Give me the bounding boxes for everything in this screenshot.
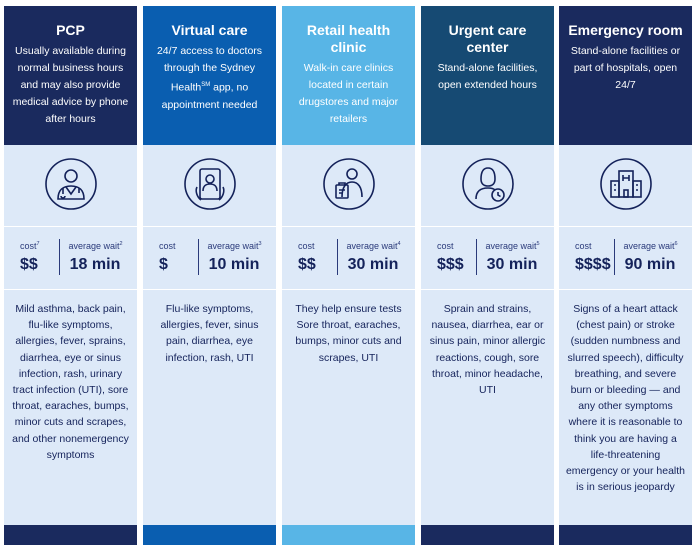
- cost-value: $$$$: [575, 256, 611, 273]
- column-footer: [421, 525, 554, 545]
- tablet-doctor-icon: [183, 157, 237, 211]
- cost-label: cost: [298, 241, 315, 251]
- cost-label: cost: [575, 241, 592, 251]
- column-virtual-care: Virtual care 24/7 access to doctors thro…: [143, 6, 276, 545]
- divider: [143, 289, 276, 290]
- column-footer: [4, 525, 137, 545]
- column-emergency-room: Emergency room Stand-alone facilities or…: [559, 6, 692, 545]
- column-retail-clinic: Retail health clinic Walk-in care clinic…: [282, 6, 415, 545]
- column-body: cost7 $$ average wait2 18 min Mild asthm…: [4, 145, 137, 525]
- divider: [421, 289, 554, 290]
- wait-value: 30 min: [347, 256, 399, 273]
- conditions-text: Flu-like symptoms, allergies, fever, sin…: [160, 303, 259, 364]
- column-urgent-care: Urgent care center Stand-alone facilitie…: [421, 6, 554, 545]
- column-description: Walk-in care clinics located in certain …: [298, 62, 399, 125]
- conditions-text: Sprain and strains, nausea, diarrhea, ea…: [429, 303, 546, 397]
- wait-value: 30 min: [486, 256, 538, 273]
- separator-line: [198, 239, 199, 275]
- column-footer: [282, 525, 415, 545]
- divider: [282, 226, 415, 227]
- column-footer: [143, 525, 276, 545]
- column-body: cost $$ average wait4 30 min They help e…: [282, 145, 415, 525]
- cost-label: cost: [437, 241, 454, 251]
- column-body: cost $$$$ average wait6 90 min Signs of …: [559, 145, 692, 525]
- column-title: PCP: [56, 22, 85, 38]
- divider: [143, 226, 276, 227]
- separator-line: [59, 239, 60, 275]
- cost-value: $: [159, 256, 168, 273]
- column-header: Emergency room Stand-alone facilities or…: [559, 6, 692, 145]
- divider: [282, 289, 415, 290]
- column-description: Stand-alone facilities or part of hospit…: [570, 45, 681, 91]
- wait-label: average wait3: [207, 241, 262, 251]
- column-pcp: PCP Usually available during normal busi…: [4, 6, 137, 545]
- cost-value: $$: [298, 256, 316, 273]
- conditions-text: Signs of a heart attack (chest pain) or …: [565, 303, 686, 494]
- column-header: Urgent care center Stand-alone facilitie…: [421, 6, 554, 145]
- column-title: Emergency room: [568, 22, 683, 38]
- separator-line: [476, 239, 477, 275]
- column-footer: [559, 525, 692, 545]
- divider: [421, 226, 554, 227]
- conditions-text: Mild asthma, back pain, flu-like symptom…: [12, 303, 129, 461]
- divider: [4, 289, 137, 290]
- column-description: Stand-alone facilities, open extended ho…: [437, 62, 538, 91]
- cost-label: cost7: [20, 241, 40, 251]
- cost-label: cost: [159, 241, 176, 251]
- hospital-icon: [599, 157, 653, 211]
- separator-line: [614, 239, 615, 275]
- wait-value: 10 min: [208, 256, 260, 273]
- column-body: cost $ average wait3 10 min Flu-like sym…: [143, 145, 276, 525]
- wait-label: average wait5: [485, 241, 540, 251]
- divider: [559, 289, 692, 290]
- wait-value: 90 min: [624, 256, 676, 273]
- column-header: Retail health clinic Walk-in care clinic…: [282, 6, 415, 145]
- cost-value: $$$: [437, 256, 464, 273]
- doctor-icon: [44, 157, 98, 211]
- divider: [4, 226, 137, 227]
- column-header: Virtual care 24/7 access to doctors thro…: [143, 6, 276, 145]
- wait-label: average wait4: [346, 241, 401, 251]
- cost-value: $$: [20, 256, 38, 273]
- divider: [559, 226, 692, 227]
- column-description: Usually available during normal business…: [12, 45, 129, 125]
- column-description: 24/7 access to doctors through the Sydne…: [156, 45, 263, 111]
- conditions-text: They help ensure tests Sore throat, eara…: [295, 303, 402, 364]
- wait-label: average wait2: [68, 241, 123, 251]
- column-title: Retail health clinic: [306, 22, 391, 55]
- column-title: Virtual care: [171, 22, 248, 38]
- column-body: cost $$$ average wait5 30 min Sprain and…: [421, 145, 554, 525]
- column-header: PCP Usually available during normal busi…: [4, 6, 137, 145]
- wait-value: 18 min: [69, 256, 121, 273]
- nurse-clock-icon: [461, 157, 515, 211]
- clinic-staff-icon: [322, 157, 376, 211]
- wait-label: average wait6: [623, 241, 678, 251]
- separator-line: [337, 239, 338, 275]
- column-title: Urgent care center: [448, 22, 527, 55]
